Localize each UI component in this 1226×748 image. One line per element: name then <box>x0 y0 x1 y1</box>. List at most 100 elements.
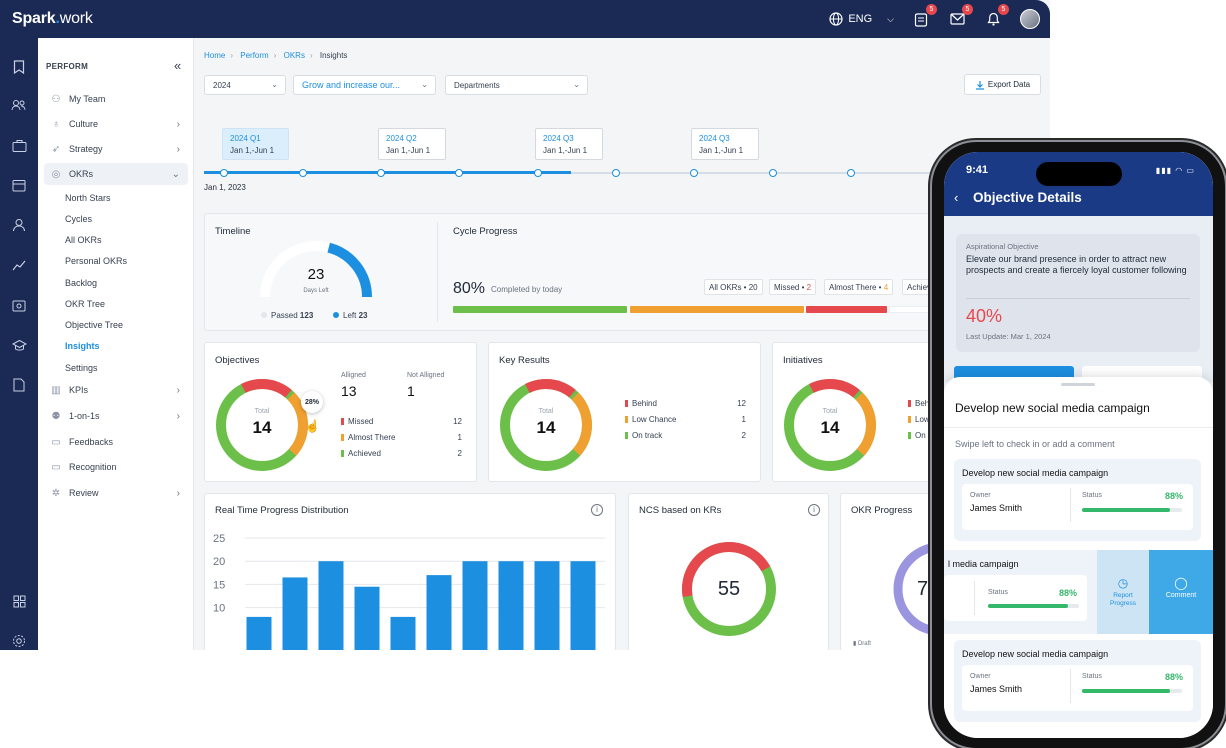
departments-select[interactable]: Departments ⌄ <box>445 75 588 95</box>
app-logo[interactable]: Spark.work <box>12 10 93 27</box>
info-icon[interactable]: i <box>808 504 820 516</box>
breadcrumb-okrs[interactable]: OKRs <box>283 51 305 60</box>
sidebar-item-kpis[interactable]: ▥ KPIs › <box>44 379 188 401</box>
collapse-sidebar-icon[interactable]: « <box>174 58 182 73</box>
info-icon[interactable]: i <box>591 504 603 516</box>
users-icon[interactable] <box>10 96 28 114</box>
sidebar-item-recognition[interactable]: ▭ Recognition <box>44 456 188 478</box>
chevron-down-icon: ⌵ <box>887 13 894 24</box>
breadcrumb-perform[interactable]: Perform <box>240 51 269 60</box>
quarter-card-q1[interactable]: 2024 Q1 Jan 1,-Jun 1 <box>222 128 289 160</box>
timeline-dot[interactable] <box>612 169 620 177</box>
sheet-handle[interactable] <box>1061 383 1095 386</box>
filter-pill-all-okrs[interactable]: All OKRs • 20 <box>704 279 763 295</box>
calendar-icon[interactable] <box>10 176 28 194</box>
key-results-total-label: Total <box>538 408 554 415</box>
timeline-dot[interactable] <box>690 169 698 177</box>
sidebar-sub-settings[interactable]: Settings <box>65 363 98 373</box>
mail-button[interactable]: 5 <box>948 4 973 28</box>
briefcase-icon[interactable] <box>10 136 28 154</box>
bar[interactable] <box>390 616 416 650</box>
bar[interactable] <box>498 561 524 650</box>
sidebar-sub-objective-tree[interactable]: Objective Tree <box>65 320 124 330</box>
not-aligned-label: Not Alligned <box>407 372 445 379</box>
legend-almost-there: Almost There 1 <box>341 433 462 442</box>
quarter-card-q3[interactable]: 2024 Q3 Jan 1,-Jun 1 <box>535 128 603 160</box>
user-avatar[interactable] <box>1020 9 1040 29</box>
sidebar-sub-personal-okrs[interactable]: Personal OKRs <box>65 256 128 266</box>
year-select[interactable]: 2024 ⌄ <box>204 75 286 95</box>
sidebar-item-one-on-ones[interactable]: ⚉ 1-on-1s › <box>44 405 188 427</box>
sidebar-sub-okr-tree[interactable]: OKR Tree <box>65 299 106 309</box>
export-data-button[interactable]: Export Data <box>964 74 1041 95</box>
grid-icon[interactable] <box>10 592 28 610</box>
timeline-dot[interactable] <box>769 169 777 177</box>
tasks-button[interactable]: 5 <box>912 4 937 28</box>
timeline-title: Timeline <box>215 226 251 237</box>
sidebar-sub-insights[interactable]: Insights <box>65 341 100 351</box>
y-tick-label: 25 <box>213 533 225 545</box>
filter-pill-achieved[interactable]: Achiev <box>902 279 937 295</box>
quarter-title: 2024 Q3 <box>699 134 730 143</box>
document-icon[interactable] <box>10 376 28 394</box>
objective-select[interactable]: Grow and increase our... ⌄ <box>293 75 436 95</box>
legend-low: Low <box>908 415 930 424</box>
bar[interactable] <box>318 561 344 650</box>
filter-pill-almost-there[interactable]: Almost There • 4 <box>824 279 894 295</box>
top-bar: Spark.work ENG ⌵ 5 5 5 <box>0 0 1050 38</box>
timeline-dot[interactable] <box>220 169 228 177</box>
task-card[interactable]: Develop new social media campaign Owner … <box>954 459 1201 541</box>
swiped-task-card[interactable]: l media campaign Status 88% ◷ Report Pro… <box>944 550 1213 634</box>
bar[interactable] <box>354 586 380 650</box>
bar[interactable] <box>570 561 596 650</box>
passed-label: Passed <box>271 311 298 320</box>
report-progress-button[interactable]: ◷ Report Progress <box>1097 550 1149 634</box>
sidebar-sub-north-stars[interactable]: North Stars <box>65 193 111 203</box>
comment-button[interactable]: ◯ Comment <box>1149 550 1213 634</box>
person-icon[interactable] <box>10 216 28 234</box>
quarter-range: Jan 1,-Jun 1 <box>543 146 588 155</box>
sidebar-item-feedbacks[interactable]: ▭ Feedbacks <box>44 431 188 453</box>
sidebar-sub-all-okrs[interactable]: All OKRs <box>65 235 102 245</box>
bar[interactable] <box>246 616 272 650</box>
timeline-dot[interactable] <box>299 169 307 177</box>
sidebar-item-culture[interactable]: ♁ Culture › <box>44 113 188 135</box>
timeline-dot[interactable] <box>455 169 463 177</box>
bar[interactable] <box>534 561 560 650</box>
trend-icon[interactable] <box>10 256 28 274</box>
bar[interactable] <box>426 575 452 650</box>
gear-icon: ✲ <box>51 487 61 499</box>
filter-pill-missed[interactable]: Missed • 2 <box>769 279 817 295</box>
bar[interactable] <box>462 561 488 650</box>
sidebar-item-strategy[interactable]: ➶ Strategy › <box>44 138 188 160</box>
task-card[interactable]: Develop new social media campaign Owner … <box>954 640 1201 722</box>
sidebar-item-my-team[interactable]: ⚇ My Team <box>44 88 188 110</box>
passed-value: 123 <box>299 311 314 320</box>
objectives-title: Objectives <box>215 355 260 366</box>
language-selector[interactable]: ENG ⌵ <box>829 12 894 26</box>
gear-icon[interactable] <box>10 632 28 650</box>
quarter-card-q4[interactable]: 2024 Q3 Jan 1,-Jun 1 <box>691 128 759 160</box>
timeline-dot[interactable] <box>534 169 542 177</box>
sidebar-sub-cycles[interactable]: Cycles <box>65 214 93 224</box>
left-legend: Left 23 <box>333 311 367 320</box>
graduation-icon[interactable] <box>10 336 28 354</box>
sidebar-sub-backlog[interactable]: Backlog <box>65 278 98 288</box>
breadcrumb-home[interactable]: Home <box>204 51 226 60</box>
notifications-button[interactable]: 5 <box>984 4 1009 28</box>
phone-tab-active[interactable] <box>954 366 1074 380</box>
phone-tab[interactable] <box>1082 366 1202 380</box>
bookmark-icon[interactable] <box>10 58 28 76</box>
bar[interactable] <box>282 577 308 650</box>
legend-on-track: On tr <box>908 431 933 440</box>
ncs-donut <box>682 542 776 636</box>
back-icon[interactable]: ‹ <box>954 190 959 205</box>
sidebar-item-review[interactable]: ✲ Review › <box>44 482 188 504</box>
timeline-dot[interactable] <box>847 169 855 177</box>
status-progress-fill <box>1082 689 1170 693</box>
settings-bag-icon[interactable] <box>10 296 28 314</box>
timeline-dot[interactable] <box>377 169 385 177</box>
status-time: 9:41 <box>966 164 989 176</box>
sidebar-item-okrs[interactable]: ◎ OKRs ⌄ <box>44 163 188 185</box>
quarter-card-q2[interactable]: 2024 Q2 Jan 1,-Jun 1 <box>378 128 446 160</box>
